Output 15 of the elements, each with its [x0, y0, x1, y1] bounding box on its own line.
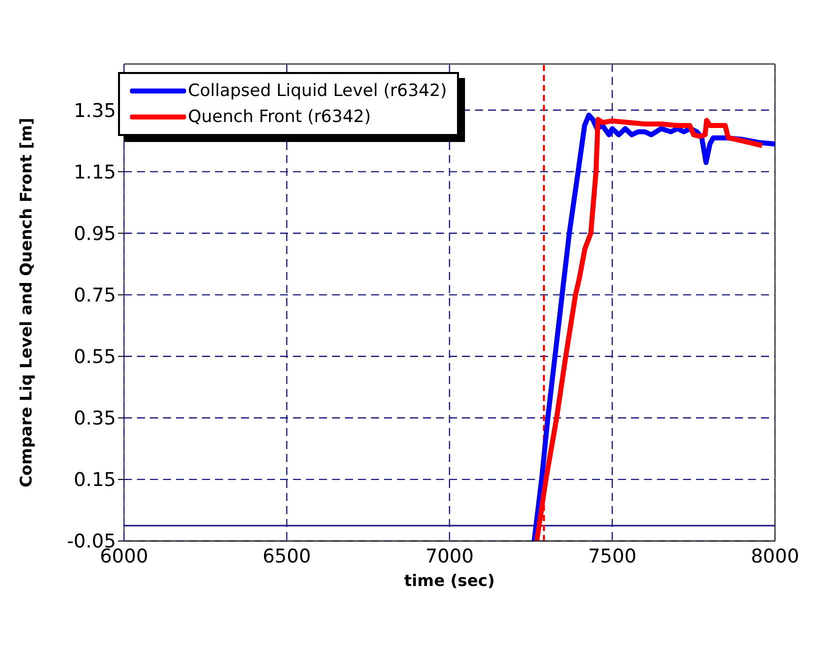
x-tick-label: 7500	[588, 545, 636, 568]
x-tick-label: 6500	[262, 545, 311, 568]
y-tick-label: 0.75	[74, 284, 116, 307]
y-tick-label: 0.35	[74, 408, 116, 430]
x-axis-title: time (sec)	[404, 571, 495, 590]
legend-label: Quench Front (r6342)	[188, 107, 371, 127]
y-tick-label: 1.15	[74, 161, 116, 184]
y-axis-title: Compare Liq Level and Quench Front [m]	[16, 118, 36, 488]
y-tick-label: 0.95	[74, 223, 116, 246]
y-tick-label: 0.55	[74, 346, 116, 368]
legend-label: Collapsed Liquid Level (r6342)	[188, 81, 447, 101]
x-tick-label: 8000	[750, 545, 800, 568]
y-tick-label: 0.15	[74, 469, 116, 492]
y-tick-label: 1.35	[74, 100, 116, 122]
x-tick-label: 7000	[425, 545, 474, 568]
